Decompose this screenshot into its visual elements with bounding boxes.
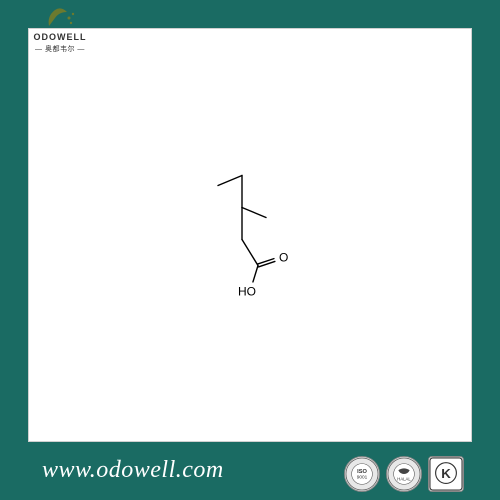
svg-text:9001: 9001 — [357, 475, 368, 481]
footer-url: www.odowell.com — [42, 457, 224, 484]
svg-text:HALAL: HALAL — [397, 477, 411, 482]
frame-right — [472, 0, 500, 500]
badge-iso: ISO 9001 — [344, 456, 380, 492]
svg-text:K: K — [441, 466, 451, 481]
svg-text:HO: HO — [238, 285, 256, 298]
logo-leaf-icon — [41, 4, 79, 30]
frame-left — [0, 0, 28, 500]
certification-badges: ISO 9001 HALAL K — [344, 456, 464, 492]
badge-halal: HALAL — [386, 456, 422, 492]
brand-logo: ODOWELL — 奥都韦尔 — — [20, 4, 100, 64]
badge-kosher: K — [428, 456, 464, 492]
brand-subtitle: — 奥都韦尔 — — [20, 44, 100, 54]
content-area: O HO — [28, 28, 472, 442]
molecule-structure: O HO — [200, 168, 300, 303]
svg-text:ISO: ISO — [357, 469, 367, 475]
svg-text:O: O — [279, 251, 288, 265]
brand-name: ODOWELL — [20, 32, 100, 42]
